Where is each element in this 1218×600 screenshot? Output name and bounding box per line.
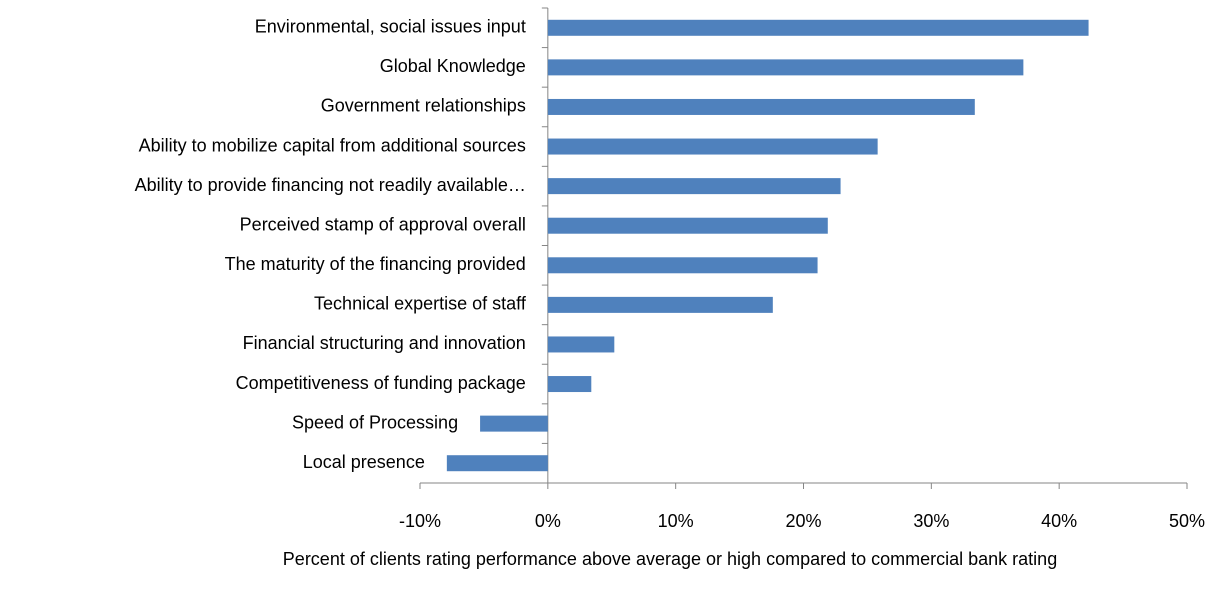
bar (547, 178, 841, 195)
y-tick-label: Government relationships (321, 96, 526, 116)
y-tick-label: Perceived stamp of approval overall (240, 214, 526, 234)
y-tick-label: Ability to provide financing not readily… (135, 175, 526, 195)
bar (547, 138, 878, 155)
bar (480, 415, 548, 432)
bar (547, 217, 828, 234)
y-tick-label: Ability to mobilize capital from additio… (139, 135, 526, 155)
x-tick-label: 0% (535, 511, 561, 531)
y-tick-label: Financial structuring and innovation (243, 333, 526, 353)
x-tick-label: 40% (1041, 511, 1077, 531)
bar (547, 296, 773, 313)
x-tick-label: 50% (1169, 511, 1205, 531)
y-tick-label: Environmental, social issues input (255, 17, 526, 37)
bar (547, 336, 615, 353)
y-tick-label: Technical expertise of staff (314, 294, 527, 314)
x-axis-title: Percent of clients rating performance ab… (282, 549, 1058, 569)
bar (547, 257, 818, 274)
x-tick-label: -10% (399, 511, 441, 531)
bar (547, 376, 592, 393)
y-tick-label: Speed of Processing (292, 412, 458, 432)
y-tick-label: Competitiveness of funding package (236, 373, 526, 393)
x-tick-label: 10% (658, 511, 694, 531)
bar (547, 98, 975, 115)
y-tick-label: Local presence (303, 452, 425, 472)
y-tick-label: The maturity of the financing provided (225, 254, 526, 274)
bar (446, 455, 548, 472)
x-tick-label: 20% (785, 511, 821, 531)
y-tick-label: Global Knowledge (380, 56, 526, 76)
bar (547, 19, 1089, 36)
bar (547, 59, 1024, 76)
x-tick-label: 30% (913, 511, 949, 531)
